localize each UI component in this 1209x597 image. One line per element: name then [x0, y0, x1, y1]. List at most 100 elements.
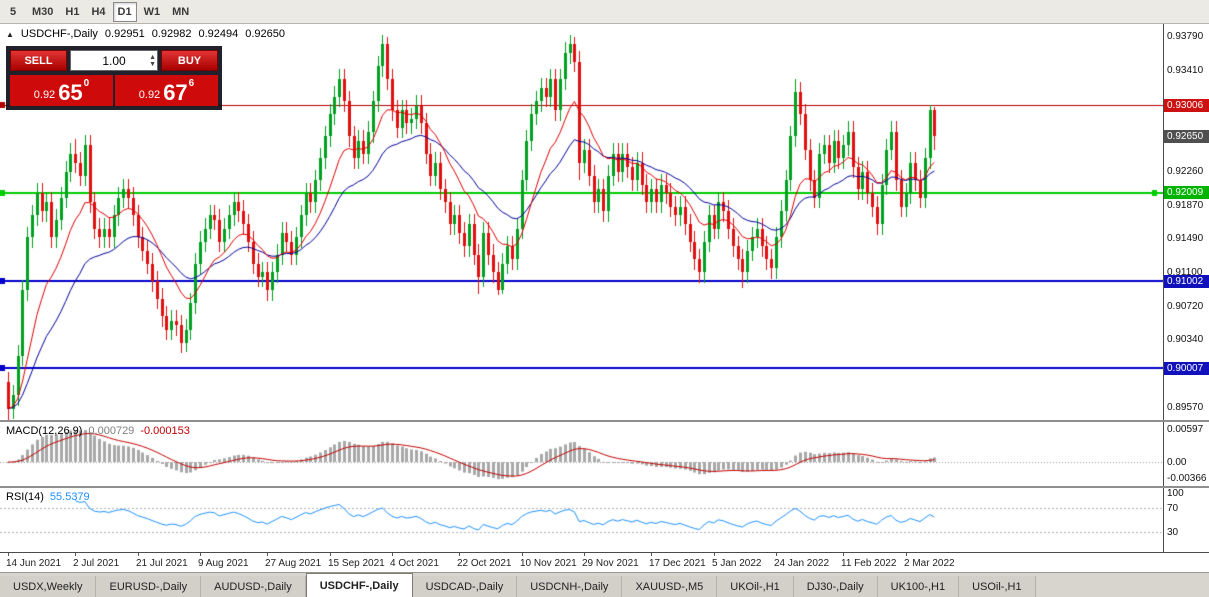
- bid-prefix: 0.92: [34, 89, 55, 104]
- ask-pipette: 6: [189, 78, 195, 89]
- date-label: 22 Oct 2021: [457, 558, 511, 569]
- volume-down-icon[interactable]: ▼: [149, 61, 156, 68]
- date-tick: [75, 553, 76, 556]
- rsi-label: RSI(14) 55.5379: [6, 491, 90, 503]
- rsi-name: RSI(14): [6, 491, 44, 503]
- ohlc-low: 0.92494: [198, 28, 238, 40]
- tab-uk100-h1[interactable]: UK100-,H1: [878, 576, 959, 597]
- macd-tick: 0.00597: [1167, 424, 1203, 435]
- price-badge[interactable]: 0.91002: [1164, 275, 1209, 288]
- volume-value[interactable]: 1.00: [102, 54, 125, 68]
- price-tick: 0.90720: [1167, 301, 1203, 312]
- price-axis: 0.937900.934100.922600.918700.914900.911…: [1163, 24, 1209, 420]
- volume-stepper[interactable]: ▲ ▼: [149, 51, 156, 70]
- price-badge[interactable]: 0.92009: [1164, 186, 1209, 199]
- macd-signal-value: -0.000153: [140, 425, 190, 437]
- tab-usdcad-daily[interactable]: USDCAD-,Daily: [413, 576, 518, 597]
- macd-name: MACD(12,26,9): [6, 425, 82, 437]
- date-label: 17 Dec 2021: [649, 558, 706, 569]
- timeframe-mn[interactable]: MN: [167, 2, 194, 22]
- date-tick: [522, 553, 523, 556]
- macd-tick: -0.00366: [1167, 473, 1206, 484]
- bid-big-digits: 65: [58, 82, 82, 104]
- price-tick: 0.93410: [1167, 65, 1203, 76]
- date-label: 15 Sep 2021: [328, 558, 385, 569]
- bid-pipette: 0: [84, 78, 90, 89]
- rsi-chart-canvas[interactable]: [0, 488, 1163, 552]
- tab-audusd-daily[interactable]: AUDUSD-,Daily: [201, 576, 306, 597]
- date-tick: [138, 553, 139, 556]
- tab-dj30-daily[interactable]: DJ30-,Daily: [794, 576, 878, 597]
- ohlc-high: 0.92982: [152, 28, 192, 40]
- date-tick: [392, 553, 393, 556]
- tab-eurusd-daily[interactable]: EURUSD-,Daily: [96, 576, 201, 597]
- tab-usoil-h1[interactable]: USOil-,H1: [959, 576, 1036, 597]
- timeframe-toolbar: 5M30H1H4D1W1MN: [0, 0, 1209, 24]
- date-tick: [584, 553, 585, 556]
- buy-button[interactable]: BUY: [161, 50, 218, 71]
- price-tick: 0.90340: [1167, 334, 1203, 345]
- macd-axis: 0.00597 0.00 -0.00366: [1163, 422, 1209, 486]
- date-label: 14 Jun 2021: [6, 558, 61, 569]
- macd-tick: 0.00: [1167, 457, 1186, 468]
- timeframe-5[interactable]: 5: [1, 2, 25, 22]
- rsi-tick: 30: [1167, 527, 1178, 538]
- date-label: 2 Mar 2022: [904, 558, 955, 569]
- bid-price[interactable]: 0.92650: [10, 75, 113, 106]
- date-label: 29 Nov 2021: [582, 558, 639, 569]
- ask-big-digits: 67: [163, 82, 187, 104]
- price-tick: 0.91870: [1167, 200, 1203, 211]
- date-label: 24 Jan 2022: [774, 558, 829, 569]
- date-label: 4 Oct 2021: [390, 558, 439, 569]
- tab-xauusd-m5[interactable]: XAUUSD-,M5: [622, 576, 717, 597]
- macd-label: MACD(12,26,9) 0.000729 -0.000153: [6, 425, 190, 437]
- price-tick: 0.93790: [1167, 31, 1203, 42]
- date-tick: [906, 553, 907, 556]
- date-label: 5 Jan 2022: [712, 558, 762, 569]
- date-label: 11 Feb 2022: [841, 558, 896, 569]
- date-tick: [843, 553, 844, 556]
- date-tick: [776, 553, 777, 556]
- collapse-panel-icon[interactable]: ▲: [6, 30, 14, 39]
- rsi-tick: 100: [1167, 488, 1184, 499]
- chart-header: ▲ USDCHF-,Daily 0.92951 0.92982 0.92494 …: [6, 28, 285, 40]
- price-badge[interactable]: 0.90007: [1164, 362, 1209, 375]
- date-tick: [714, 553, 715, 556]
- tab-usdx-weekly[interactable]: USDX,Weekly: [0, 576, 96, 597]
- price-badge[interactable]: 0.93006: [1164, 99, 1209, 112]
- ask-price[interactable]: 0.92676: [115, 75, 218, 106]
- timeframe-h4[interactable]: H4: [86, 2, 110, 22]
- timeframe-d1[interactable]: D1: [113, 2, 137, 22]
- date-tick: [330, 553, 331, 556]
- date-label: 21 Jul 2021: [136, 558, 188, 569]
- price-badge[interactable]: 0.92650: [1164, 130, 1209, 143]
- date-label: 10 Nov 2021: [520, 558, 577, 569]
- volume-up-icon[interactable]: ▲: [149, 54, 156, 61]
- timeframe-w1[interactable]: W1: [139, 2, 166, 22]
- volume-input[interactable]: 1.00 ▲ ▼: [70, 50, 158, 71]
- date-tick: [8, 553, 9, 556]
- price-tick: 0.89570: [1167, 402, 1203, 413]
- chart-symbol-label: USDCHF-,Daily: [21, 28, 98, 40]
- macd-main-value: 0.000729: [88, 425, 134, 437]
- price-tick: 0.92260: [1167, 166, 1203, 177]
- timeframe-m30[interactable]: M30: [27, 2, 58, 22]
- price-tick: 0.91490: [1167, 233, 1203, 244]
- rsi-axis: 1007030: [1163, 488, 1209, 552]
- rsi-value: 55.5379: [50, 491, 90, 503]
- chart-tabs-bar: USDX,WeeklyEURUSD-,DailyAUDUSD-,DailyUSD…: [0, 572, 1209, 597]
- ask-prefix: 0.92: [139, 89, 160, 104]
- ohlc-close: 0.92650: [245, 28, 285, 40]
- one-click-trading-panel: SELL 1.00 ▲ ▼ BUY 0.92650 0.92676: [6, 46, 222, 110]
- tab-usdcnh-daily[interactable]: USDCNH-,Daily: [517, 576, 622, 597]
- date-label: 9 Aug 2021: [198, 558, 249, 569]
- tab-usdchf-daily[interactable]: USDCHF-,Daily: [306, 573, 413, 597]
- tab-ukoil-h1[interactable]: UKOil-,H1: [717, 576, 794, 597]
- date-axis: 14 Jun 2021 2 Jul 2021 21 Jul 2021 9 Aug 20…: [0, 552, 1209, 572]
- date-tick: [651, 553, 652, 556]
- sell-button[interactable]: SELL: [10, 50, 67, 71]
- ohlc-open: 0.92951: [105, 28, 145, 40]
- date-label: 2 Jul 2021: [73, 558, 119, 569]
- chart-window: ▲ USDCHF-,Daily 0.92951 0.92982 0.92494 …: [0, 24, 1209, 572]
- timeframe-h1[interactable]: H1: [60, 2, 84, 22]
